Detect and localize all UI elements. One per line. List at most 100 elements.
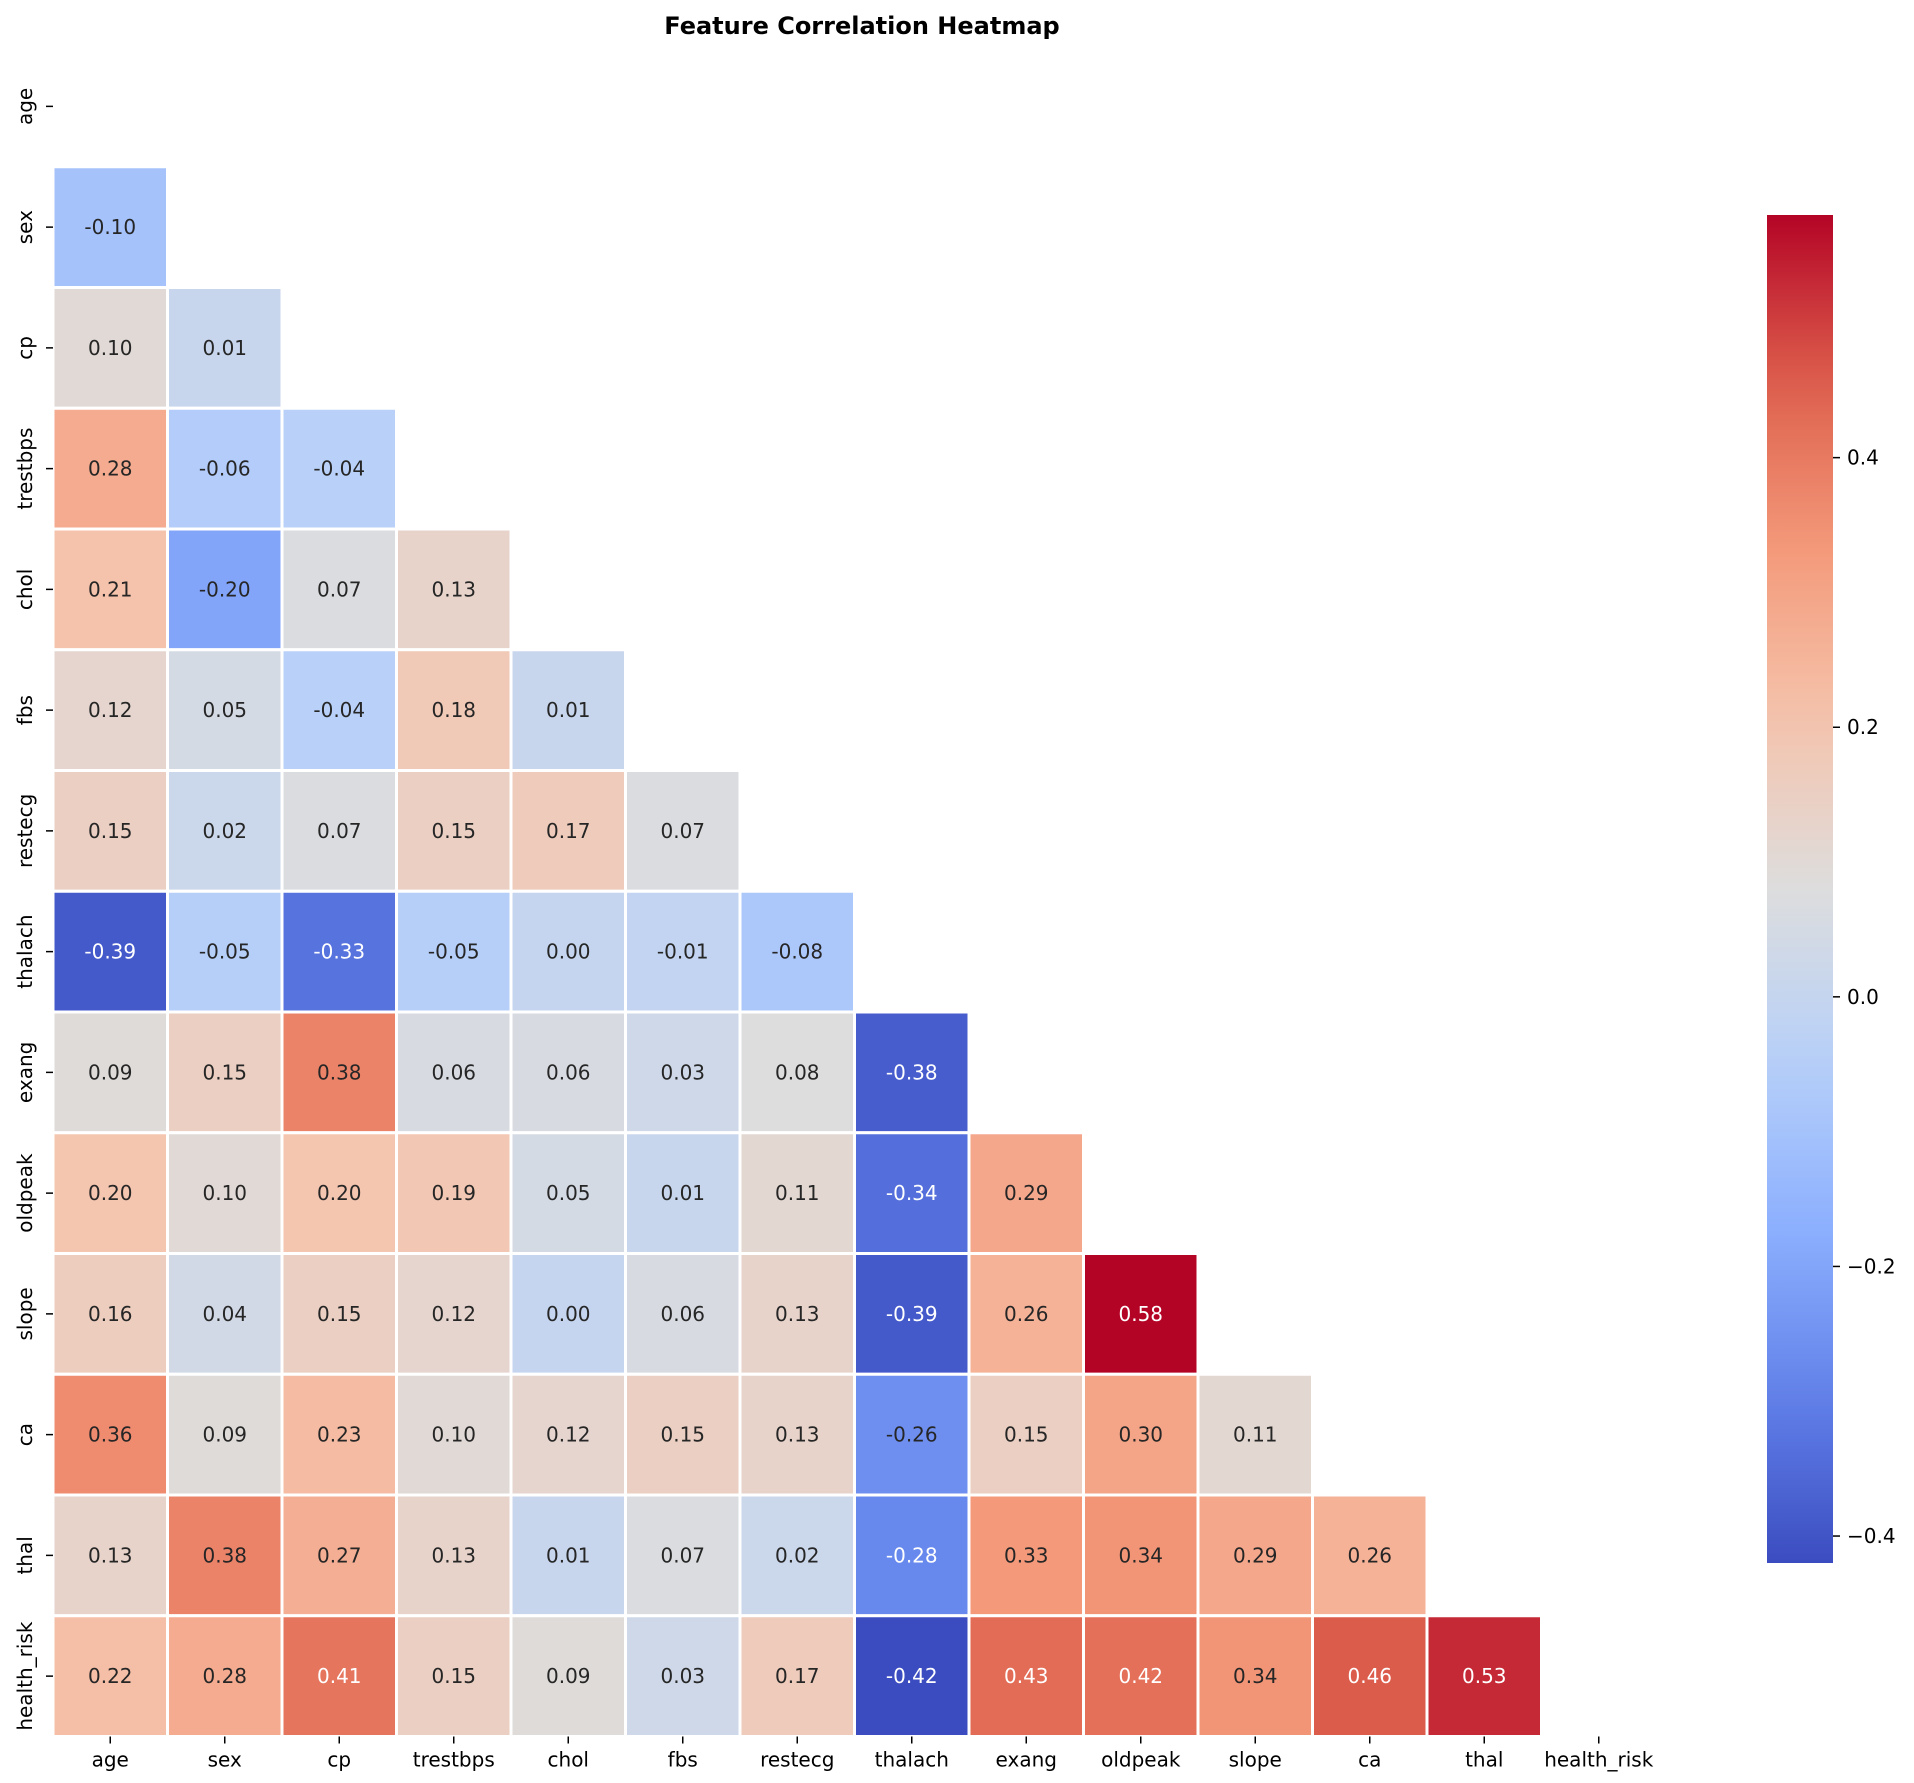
heatmap-cell-exang-chol	[509, 1010, 627, 1135]
colorbar-tick-label: 0.4	[1847, 446, 1879, 470]
heatmap-cell-fbs-age	[51, 648, 169, 772]
cell-value-fbs-cp: -0.04	[313, 698, 365, 722]
heatmap-cell-ca-age	[51, 1372, 169, 1497]
cell-value-slope-oldpeak: 0.58	[1118, 1302, 1163, 1326]
cell-value-oldpeak-fbs: 0.01	[660, 1181, 705, 1205]
heatmap-cell-oldpeak-exang	[967, 1131, 1085, 1255]
cell-value-trestbps-age: 0.28	[88, 457, 133, 481]
cell-value-exang-fbs: 0.03	[660, 1060, 705, 1084]
cell-value-thal-age: 0.13	[88, 1543, 133, 1567]
x-tick-label-sex: sex	[208, 1748, 242, 1772]
y-tick-label-health_risk: health_risk	[13, 1621, 37, 1731]
heatmap-cell-health_risk-slope	[1196, 1614, 1314, 1738]
cell-value-thalach-sex: -0.05	[199, 940, 251, 964]
heatmap-cell-ca-sex	[166, 1372, 284, 1497]
cell-value-exang-trestbps: 0.06	[431, 1060, 476, 1084]
cell-value-slope-fbs: 0.06	[660, 1302, 705, 1326]
cell-value-thalach-cp: -0.33	[313, 940, 365, 964]
heatmap-cell-thalach-age	[51, 889, 169, 1014]
cell-value-trestbps-cp: -0.04	[313, 457, 365, 481]
heatmap-cell-exang-restecg	[738, 1010, 856, 1135]
heatmap-cell-trestbps-age	[51, 406, 169, 531]
y-tick-label-cp: cp	[13, 336, 37, 360]
cell-value-exang-age: 0.09	[88, 1060, 133, 1084]
heatmap-cell-thalach-fbs	[624, 889, 742, 1014]
cell-value-ca-sex: 0.09	[202, 1423, 247, 1447]
cell-value-ca-chol: 0.12	[546, 1423, 591, 1447]
heatmap-cell-chol-trestbps	[395, 527, 513, 652]
cell-value-thalach-restecg: -0.08	[771, 940, 823, 964]
heatmap-cell-restecg-cp	[280, 769, 398, 893]
heatmap-cell-health_risk-age	[51, 1614, 169, 1738]
cell-value-oldpeak-cp: 0.20	[317, 1181, 362, 1205]
heatmap-cell-thal-sex	[166, 1493, 284, 1618]
cell-value-restecg-sex: 0.02	[202, 819, 247, 843]
cell-value-restecg-chol: 0.17	[546, 819, 591, 843]
heatmap-cell-health_risk-thal	[1425, 1614, 1543, 1738]
cell-value-slope-exang: 0.26	[1004, 1302, 1049, 1326]
heatmap-cells: -0.10 0.10 0.01 0.28 -0.06 -0.04 0.21 -0.20 0.07…	[51, 165, 1543, 1738]
cell-value-oldpeak-thalach: -0.34	[886, 1181, 938, 1205]
y-tick-label-thal: thal	[13, 1536, 37, 1574]
cell-value-chol-sex: -0.20	[199, 577, 251, 601]
heatmap-cell-thalach-trestbps	[395, 889, 513, 1014]
x-tick-label-fbs: fbs	[668, 1748, 698, 1772]
x-tick-label-oldpeak: oldpeak	[1101, 1748, 1181, 1772]
cell-value-thal-fbs: 0.07	[660, 1543, 705, 1567]
heatmap-cell-fbs-sex	[166, 648, 284, 772]
cell-value-cp-age: 0.10	[88, 336, 133, 360]
heatmap-cell-thal-age	[51, 1493, 169, 1618]
heatmap-cell-slope-chol	[509, 1252, 627, 1376]
cell-value-health_risk-cp: 0.41	[317, 1664, 362, 1688]
y-tick-label-sex: sex	[13, 210, 37, 244]
cell-value-thal-ca: 0.26	[1347, 1543, 1392, 1567]
heatmap-cell-restecg-fbs	[624, 769, 742, 893]
cell-value-oldpeak-sex: 0.10	[202, 1181, 247, 1205]
heatmap-cell-thal-trestbps	[395, 1493, 513, 1618]
cell-value-ca-trestbps: 0.10	[431, 1423, 476, 1447]
cell-value-slope-cp: 0.15	[317, 1302, 362, 1326]
cell-value-thal-oldpeak: 0.34	[1118, 1543, 1163, 1567]
cell-value-thal-sex: 0.38	[202, 1543, 247, 1567]
heatmap-cell-ca-oldpeak	[1082, 1372, 1200, 1497]
heatmap-cell-oldpeak-cp	[280, 1131, 398, 1255]
cell-value-exang-sex: 0.15	[202, 1060, 247, 1084]
y-tick-label-restecg: restecg	[13, 794, 37, 868]
cell-value-slope-sex: 0.04	[202, 1302, 247, 1326]
heatmap-cell-health_risk-cp	[280, 1614, 398, 1738]
cell-value-ca-fbs: 0.15	[660, 1423, 705, 1447]
cell-value-exang-restecg: 0.08	[775, 1060, 820, 1084]
cell-value-thal-chol: 0.01	[546, 1543, 591, 1567]
heatmap-cell-fbs-trestbps	[395, 648, 513, 772]
cell-value-fbs-chol: 0.01	[546, 698, 591, 722]
cell-value-restecg-trestbps: 0.15	[431, 819, 476, 843]
cell-value-fbs-sex: 0.05	[202, 698, 247, 722]
cell-value-thal-trestbps: 0.13	[431, 1543, 476, 1567]
cell-value-cp-sex: 0.01	[202, 336, 247, 360]
x-tick-label-slope: slope	[1229, 1748, 1282, 1772]
cell-value-ca-thalach: -0.26	[886, 1423, 938, 1447]
heatmap-cell-slope-fbs	[624, 1252, 742, 1376]
y-tick-label-ca: ca	[13, 1423, 37, 1446]
x-tick-label-ca: ca	[1358, 1748, 1381, 1772]
cell-value-slope-chol: 0.00	[546, 1302, 591, 1326]
heatmap-cell-restecg-sex	[166, 769, 284, 893]
cell-value-health_risk-oldpeak: 0.42	[1118, 1664, 1163, 1688]
cell-value-thal-slope: 0.29	[1233, 1543, 1278, 1567]
cell-value-health_risk-thal: 0.53	[1462, 1664, 1507, 1688]
colorbar-tick-label: −0.2	[1847, 1254, 1896, 1278]
heatmap-cell-thal-cp	[280, 1493, 398, 1618]
heatmap-cell-ca-fbs	[624, 1372, 742, 1497]
heatmap-cell-health_risk-trestbps	[395, 1614, 513, 1738]
cell-value-health_risk-fbs: 0.03	[660, 1664, 705, 1688]
cell-value-restecg-cp: 0.07	[317, 819, 362, 843]
heatmap-cell-fbs-cp	[280, 648, 398, 772]
cell-value-thal-exang: 0.33	[1004, 1543, 1049, 1567]
heatmap-cell-oldpeak-age	[51, 1131, 169, 1255]
cell-value-health_risk-trestbps: 0.15	[431, 1664, 476, 1688]
heatmap-cell-ca-trestbps	[395, 1372, 513, 1497]
heatmap-cell-ca-restecg	[738, 1372, 856, 1497]
heatmap-cell-slope-sex	[166, 1252, 284, 1376]
cell-value-health_risk-slope: 0.34	[1233, 1664, 1278, 1688]
